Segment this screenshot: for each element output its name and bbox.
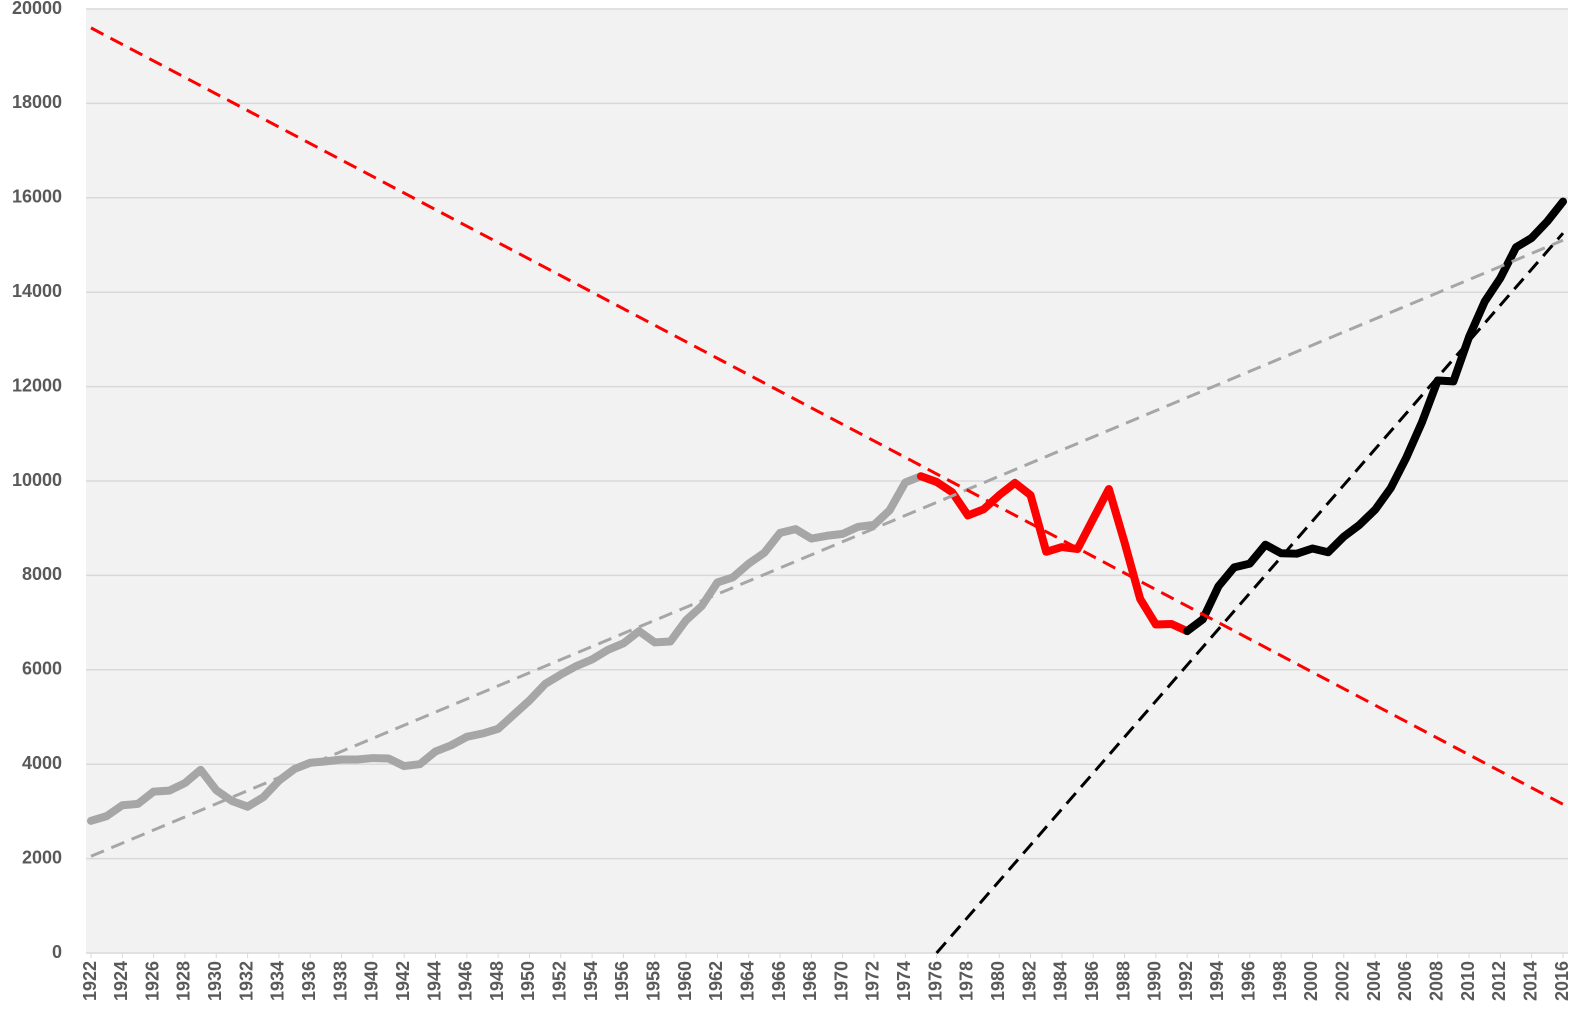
y-tick-label: 12000 <box>12 375 62 395</box>
y-tick-label: 0 <box>52 942 62 962</box>
x-tick-label: 2014 <box>1520 961 1540 1001</box>
x-tick-label: 1944 <box>424 961 444 1001</box>
x-tick-label: 1924 <box>111 961 131 1001</box>
x-tick-label: 1984 <box>1051 961 1071 1001</box>
x-tick-label: 1974 <box>894 961 914 1001</box>
data-line <box>1183 197 1567 636</box>
x-tick-label: 1994 <box>1207 961 1227 1001</box>
x-tick-label: 1980 <box>988 961 1008 1001</box>
x-tick-label: 2012 <box>1489 961 1509 1001</box>
y-tick-label: 18000 <box>12 92 62 112</box>
x-tick-label: 1960 <box>675 961 695 1001</box>
x-tick-label: 1946 <box>456 961 476 1001</box>
y-tick-label: 14000 <box>12 281 62 301</box>
trend-line <box>935 232 1565 954</box>
x-tick-label: 2004 <box>1364 961 1384 1001</box>
x-tick-label: 1982 <box>1019 961 1039 1001</box>
y-tick-label: 6000 <box>22 659 62 679</box>
x-tick-label: 1940 <box>362 961 382 1001</box>
x-tick-label: 1950 <box>518 961 538 1001</box>
x-tick-label: 1932 <box>236 961 256 1001</box>
trend-line <box>90 238 1564 858</box>
x-tick-label: 1998 <box>1270 961 1290 1001</box>
x-tick-label: 2002 <box>1333 961 1353 1001</box>
x-tick-label: 1962 <box>706 961 726 1001</box>
x-tick-label: 1972 <box>863 961 883 1001</box>
x-tick-label: 2008 <box>1426 961 1446 1001</box>
x-tick-label: 1928 <box>174 961 194 1001</box>
x-tick-label: 1996 <box>1239 961 1259 1001</box>
x-tick-label: 1926 <box>142 961 162 1001</box>
x-tick-label: 1948 <box>487 961 507 1001</box>
x-tick-label: 2010 <box>1458 961 1478 1001</box>
x-tick-label: 1978 <box>957 961 977 1001</box>
y-tick-label: 8000 <box>22 564 62 584</box>
x-tick-label: 1958 <box>643 961 663 1001</box>
y-tick-label: 16000 <box>12 187 62 207</box>
x-tick-label: 1976 <box>925 961 945 1001</box>
x-tick-label: 1968 <box>800 961 820 1001</box>
x-tick-label: 1988 <box>1113 961 1133 1001</box>
data-line <box>87 472 925 825</box>
x-tick-label: 1936 <box>299 961 319 1001</box>
data-line <box>916 472 1192 636</box>
x-tick-label: 1952 <box>550 961 570 1001</box>
x-tick-label: 1938 <box>330 961 350 1001</box>
x-tick-label: 1930 <box>205 961 225 1001</box>
y-tick-label: 20000 <box>12 0 62 18</box>
y-tick-label: 2000 <box>22 847 62 867</box>
x-tick-label: 1992 <box>1176 961 1196 1001</box>
x-tick-label: 1966 <box>769 961 789 1001</box>
x-tick-label: 1954 <box>581 961 601 1001</box>
x-tick-label: 1922 <box>80 961 100 1001</box>
x-tick-label: 1990 <box>1145 961 1165 1001</box>
y-tick-label: 10000 <box>12 470 62 490</box>
x-tick-label: 1942 <box>393 961 413 1001</box>
x-tick-label: 1964 <box>737 961 757 1001</box>
y-tick-label: 4000 <box>22 753 62 773</box>
x-tick-label: 1970 <box>831 961 851 1001</box>
x-tick-label: 1956 <box>612 961 632 1001</box>
x-tick-label: 1986 <box>1082 961 1102 1001</box>
x-tick-label: 2000 <box>1301 961 1321 1001</box>
trend-line <box>90 26 1564 806</box>
x-tick-label: 2016 <box>1552 961 1572 1001</box>
x-tick-label: 1934 <box>268 961 288 1001</box>
x-tick-label: 2006 <box>1395 961 1415 1001</box>
